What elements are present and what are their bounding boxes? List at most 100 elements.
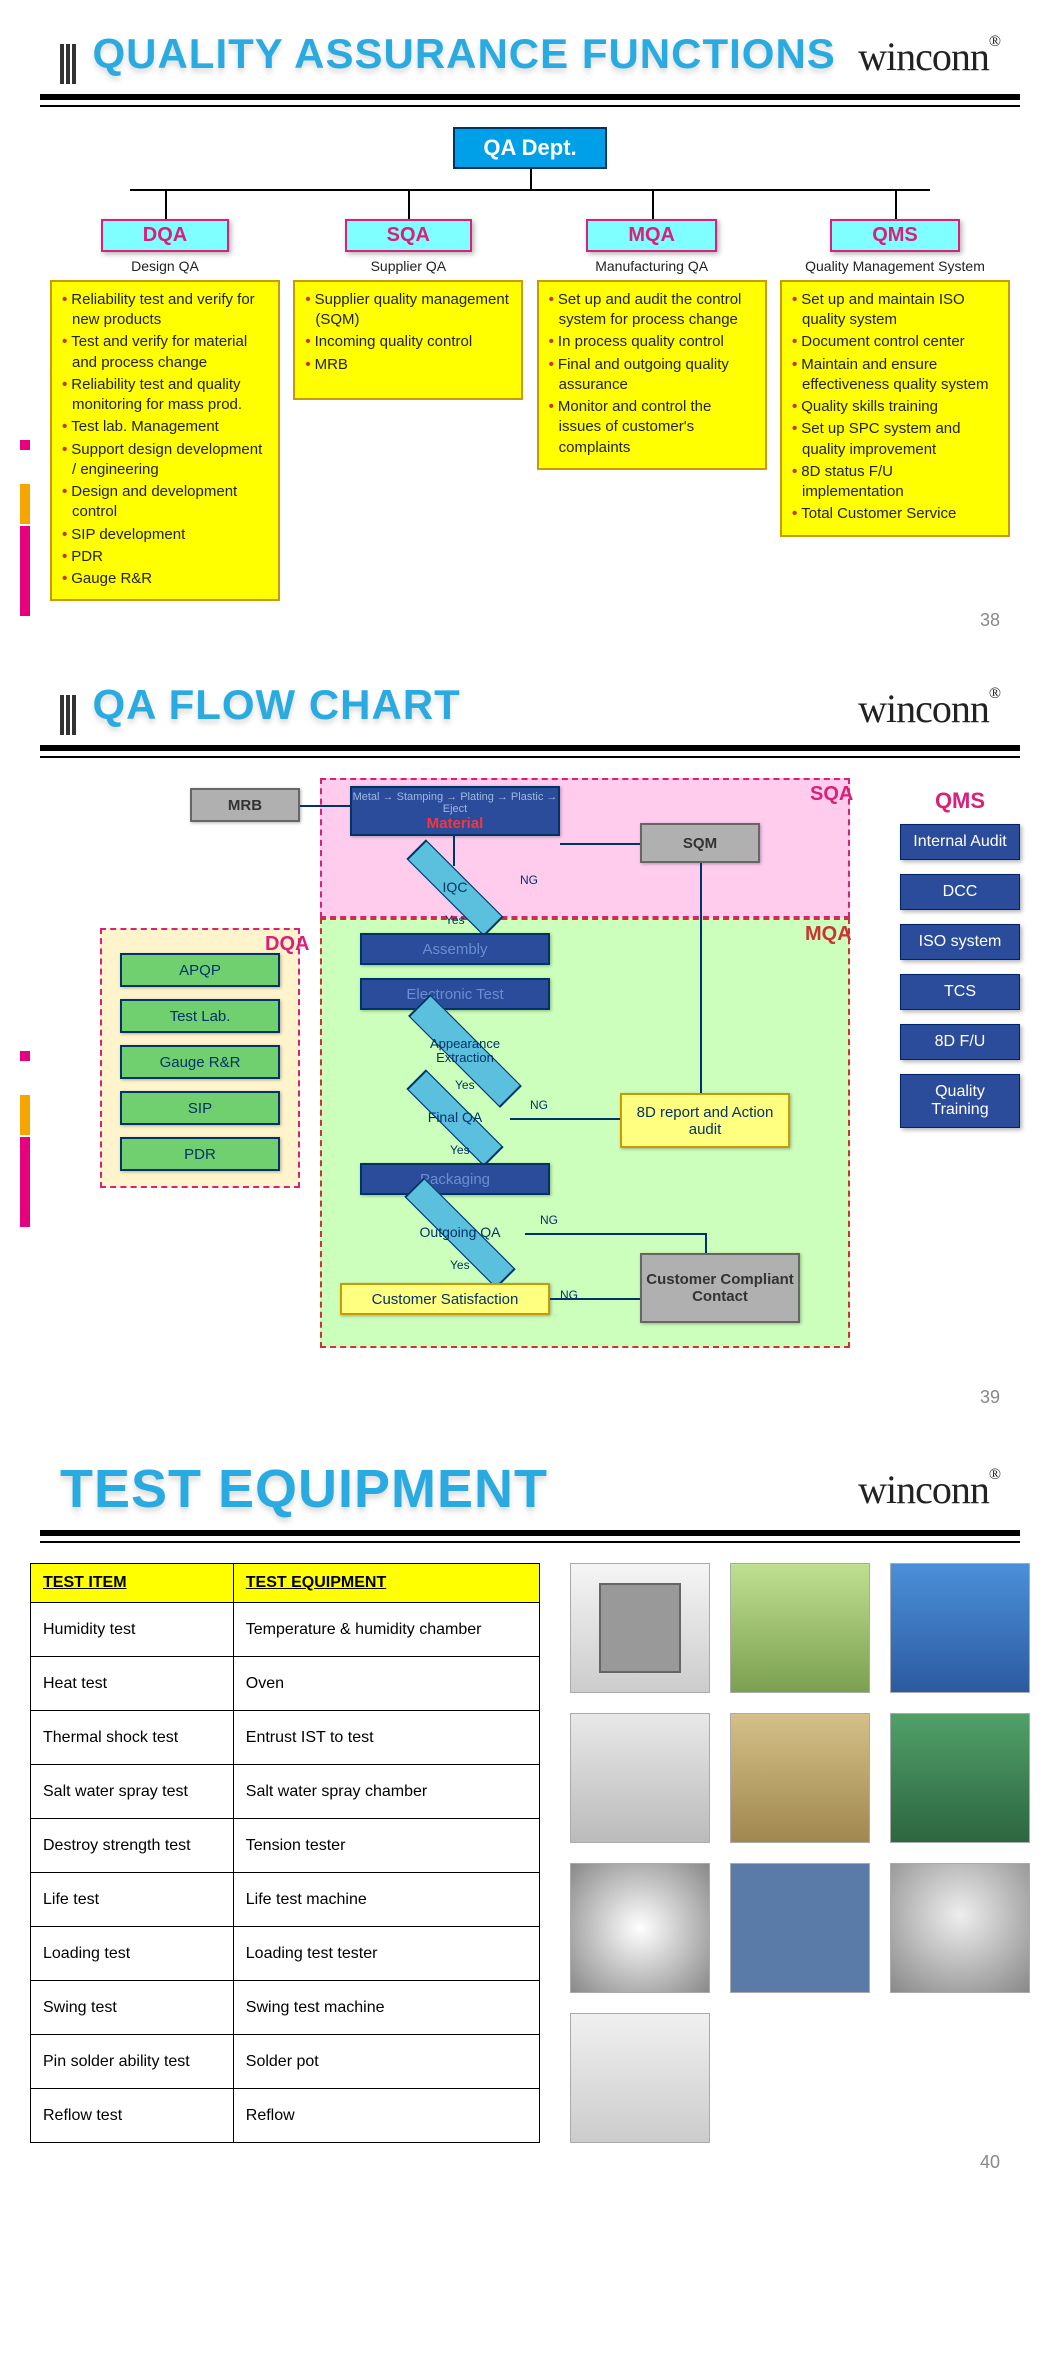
dept-item: SIP development bbox=[62, 525, 268, 545]
dept-item: Set up and maintain ISO quality system bbox=[792, 290, 998, 331]
slide-title: QA FLOW CHART bbox=[92, 681, 460, 728]
table-row: Life testLife test machine bbox=[31, 1873, 540, 1927]
dept-code: SQA bbox=[345, 219, 472, 252]
table-row: Reflow testReflow bbox=[31, 2089, 540, 2143]
brand-logo: winconn® bbox=[858, 1466, 1000, 1513]
satisfaction-box: Customer Satisfaction bbox=[340, 1283, 550, 1315]
dqa-item: APQP bbox=[120, 953, 280, 987]
table-cell: Loading test tester bbox=[233, 1927, 539, 1981]
mrb-box: MRB bbox=[190, 788, 300, 822]
dept-name: Supplier QA bbox=[293, 258, 523, 274]
divider-thin bbox=[40, 105, 1020, 107]
etest-box: Electronic Test bbox=[360, 978, 550, 1010]
qms-item: TCS bbox=[900, 974, 1020, 1010]
material-top-text: Metal → Stamping → Plating → Plastic → E… bbox=[352, 791, 558, 815]
table-cell: Humidity test bbox=[31, 1603, 234, 1657]
table-header: TEST ITEM bbox=[31, 1564, 234, 1603]
dept-code: MQA bbox=[586, 219, 717, 252]
packaging-box: Packaging bbox=[360, 1163, 550, 1195]
eightd-box: 8D report and Action audit bbox=[620, 1093, 790, 1148]
compliant-box: Customer Compliant Contact bbox=[640, 1253, 800, 1323]
flowchart: SQA MQA DQA APQPTest Lab.Gauge R&RSIPPDR… bbox=[40, 778, 1020, 1378]
org-root: QA Dept. bbox=[0, 127, 1060, 169]
dept-name: Quality Management System bbox=[780, 258, 1010, 274]
dept-name: Manufacturing QA bbox=[537, 258, 767, 274]
table-cell: Tension tester bbox=[233, 1819, 539, 1873]
dept-code: QMS bbox=[830, 219, 960, 252]
title-accent-bars bbox=[60, 695, 78, 735]
qms-column: QMS Internal Audit DCC ISO system TCS 8D F/U… bbox=[900, 788, 1020, 1142]
table-row: Destroy strength testTension tester bbox=[31, 1819, 540, 1873]
slide-title: QUALITY ASSURANCE FUNCTIONS bbox=[92, 30, 835, 77]
dept-item: Test lab. Management bbox=[62, 417, 268, 437]
outgoing-diamond: Outgoing QA bbox=[395, 1208, 525, 1258]
finalqa-diamond: Final QA bbox=[400, 1093, 510, 1143]
dept-item: Monitor and control the issues of custom… bbox=[549, 397, 755, 458]
table-cell: Oven bbox=[233, 1657, 539, 1711]
table-cell: Temperature & humidity chamber bbox=[233, 1603, 539, 1657]
iqc-diamond: IQC bbox=[400, 863, 510, 913]
table-cell: Thermal shock test bbox=[31, 1711, 234, 1765]
dept-item: Design and development control bbox=[62, 482, 268, 523]
dept-item: Incoming quality control bbox=[305, 332, 511, 352]
table-cell: Swing test machine bbox=[233, 1981, 539, 2035]
divider-thick bbox=[40, 745, 1020, 751]
equipment-image bbox=[570, 1863, 710, 1993]
table-row: Loading testLoading test tester bbox=[31, 1927, 540, 1981]
table-cell: Entrust IST to test bbox=[233, 1711, 539, 1765]
table-row: Pin solder ability testSolder pot bbox=[31, 2035, 540, 2089]
slide-qa-flowchart: QA FLOW CHART winconn® SQA MQA DQA APQPT… bbox=[0, 651, 1060, 1428]
dept-item: Test and verify for material and process… bbox=[62, 332, 268, 373]
equipment-image bbox=[890, 1713, 1030, 1843]
dqa-item: SIP bbox=[120, 1091, 280, 1125]
dept-item: 8D status F/U implementation bbox=[792, 462, 998, 503]
page-number: 38 bbox=[980, 610, 1000, 631]
assembly-box: Assembly bbox=[360, 933, 550, 965]
slide-test-equipment: TEST EQUIPMENT winconn® TEST ITEMTEST EQ… bbox=[0, 1428, 1060, 2193]
qms-item: ISO system bbox=[900, 924, 1020, 960]
equipment-image bbox=[730, 1863, 870, 1993]
dept-item: Set up and audit the control system for … bbox=[549, 290, 755, 331]
equipment-image bbox=[570, 1713, 710, 1843]
divider-thick bbox=[40, 94, 1020, 100]
table-row: Swing testSwing test machine bbox=[31, 1981, 540, 2035]
dept-item: Set up SPC system and quality improvemen… bbox=[792, 419, 998, 460]
dept-item: Final and outgoing quality assurance bbox=[549, 355, 755, 396]
table-cell: Solder pot bbox=[233, 2035, 539, 2089]
slide-title: TEST EQUIPMENT bbox=[60, 1459, 548, 1519]
equipment-image bbox=[890, 1563, 1030, 1693]
divider-thick bbox=[40, 1530, 1020, 1536]
title-wrap: QA FLOW CHART bbox=[60, 681, 461, 735]
qa-dept-box: QA Dept. bbox=[453, 127, 606, 169]
table-cell: Life test bbox=[31, 1873, 234, 1927]
page-number: 39 bbox=[980, 1387, 1000, 1408]
sqm-box: SQM bbox=[640, 823, 760, 863]
side-accent bbox=[20, 1051, 30, 1229]
material-label: Material bbox=[427, 815, 484, 832]
table-cell: Heat test bbox=[31, 1657, 234, 1711]
qms-item: 8D F/U bbox=[900, 1024, 1020, 1060]
dept-items-box: Set up and audit the control system for … bbox=[537, 280, 767, 470]
org-col-mqa: MQA Manufacturing QA Set up and audit the … bbox=[537, 219, 767, 602]
appearance-diamond: Appearance Extraction bbox=[400, 1023, 530, 1079]
dept-item: Gauge R&R bbox=[62, 569, 268, 589]
dqa-item: Test Lab. bbox=[120, 999, 280, 1033]
dept-item: Reliability test and verify for new prod… bbox=[62, 290, 268, 331]
equipment-image bbox=[730, 1563, 870, 1693]
material-box: Metal → Stamping → Plating → Plastic → E… bbox=[350, 786, 560, 836]
brand-logo: winconn® bbox=[858, 685, 1000, 732]
qms-item: DCC bbox=[900, 874, 1020, 910]
qms-item: Internal Audit bbox=[900, 824, 1020, 860]
slide3-body: TEST ITEMTEST EQUIPMENT Humidity testTem… bbox=[0, 1563, 1060, 2143]
dept-items-box: Reliability test and verify for new prod… bbox=[50, 280, 280, 602]
table-cell: Salt water spray chamber bbox=[233, 1765, 539, 1819]
title-wrap: TEST EQUIPMENT bbox=[60, 1458, 548, 1520]
yes-label: Yes bbox=[445, 913, 465, 927]
qms-title: QMS bbox=[900, 788, 1020, 814]
equipment-image bbox=[570, 1563, 710, 1693]
org-col-sqa: SQASupplier QASupplier quality managemen… bbox=[293, 219, 523, 602]
table-cell: Destroy strength test bbox=[31, 1819, 234, 1873]
table-row: Thermal shock testEntrust IST to test bbox=[31, 1711, 540, 1765]
table-cell: Loading test bbox=[31, 1927, 234, 1981]
table-cell: Reflow test bbox=[31, 2089, 234, 2143]
